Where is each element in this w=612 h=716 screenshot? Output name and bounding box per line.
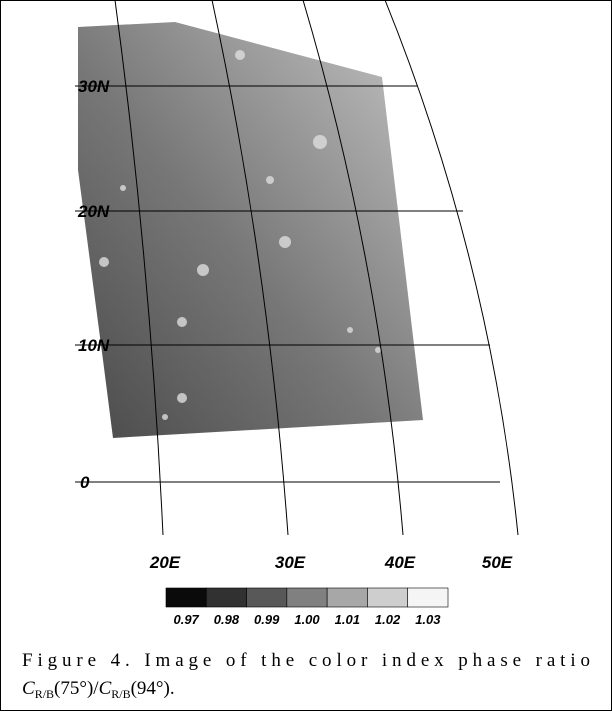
lat-label: 0: [80, 473, 90, 492]
colorbar-swatch: [166, 588, 206, 607]
lat-label: 20N: [77, 202, 110, 221]
colorbar-swatch: [327, 588, 367, 607]
colorbar-tick-label: 0.99: [254, 612, 280, 627]
colorbar-swatch: [408, 588, 448, 607]
colorbar-tick-label: 0.98: [214, 612, 240, 627]
colorbar-tick-label: 1.00: [294, 612, 320, 627]
lon-label: 40E: [384, 553, 416, 572]
symbol: C: [99, 678, 112, 699]
subscript: R/B: [111, 687, 130, 701]
colorbar-swatch: [287, 588, 327, 607]
colorbar-tick-label: 1.02: [375, 612, 401, 627]
colorbar-tick-label: 1.03: [415, 612, 441, 627]
lat-label: 30N: [78, 77, 110, 96]
colorbar-tick-label: 1.01: [335, 612, 360, 627]
colorbar-tick-label: 0.97: [173, 612, 199, 627]
lon-label: 20E: [149, 553, 181, 572]
subscript: R/B: [35, 687, 54, 701]
colorbar-swatch: [206, 588, 246, 607]
figure: 30N 20N 10N 0 20E 30E 40E 50E 0.97 0.98 0.…: [0, 0, 612, 711]
lat-label: 10N: [78, 336, 110, 355]
lon-label: 50E: [482, 553, 513, 572]
argument: (75°)/: [54, 678, 99, 699]
argument: (94°).: [131, 678, 175, 699]
colorbar-swatch: [367, 588, 407, 607]
symbol: C: [22, 678, 35, 699]
lon-label: 30E: [275, 553, 306, 572]
lunar-image: [78, 22, 423, 438]
colorbar-swatch: [247, 588, 287, 607]
